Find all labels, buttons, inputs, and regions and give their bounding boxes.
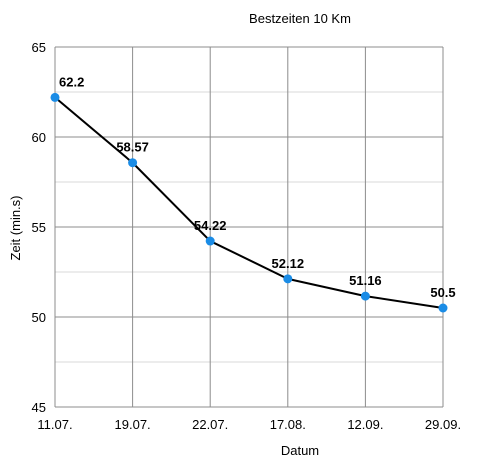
data-point — [360, 291, 370, 301]
x-tick-label: 19.07. — [115, 417, 151, 432]
x-tick-label: 11.07. — [37, 417, 72, 432]
data-label: 52.12 — [272, 256, 305, 271]
data-point — [438, 303, 448, 313]
data-label: 62.2 — [59, 74, 84, 89]
y-axis-title: Zeit (min.s) — [8, 196, 23, 261]
data-label: 58.57 — [116, 140, 149, 155]
x-tick-label: 12.09. — [347, 417, 383, 432]
x-axis-title: Datum — [281, 443, 319, 458]
data-point — [128, 158, 138, 168]
data-labels: 62.2 58.57 54.22 52.12 51.16 50.5 — [59, 74, 456, 300]
data-point — [205, 236, 215, 246]
data-label: 54.22 — [194, 218, 227, 233]
x-tick-label: 17.08. — [270, 417, 306, 432]
data-points — [50, 92, 448, 313]
data-label: 50.5 — [430, 285, 455, 300]
y-tick-label: 65 — [32, 40, 46, 55]
chart-title: Bestzeiten 10 Km — [249, 11, 351, 26]
data-point — [50, 92, 60, 102]
y-tick-label: 60 — [32, 130, 46, 145]
data-label: 51.16 — [349, 273, 382, 288]
x-tick-label: 22.07. — [192, 417, 228, 432]
y-tick-label: 50 — [32, 310, 46, 325]
y-tick-label: 55 — [32, 220, 46, 235]
grid-lines — [54, 46, 444, 408]
y-tick-label: 45 — [32, 400, 46, 415]
x-tick-label: 29.09. — [425, 417, 461, 432]
series-line — [54, 96, 444, 309]
data-point — [283, 274, 293, 284]
series-line-layer — [54, 96, 444, 309]
axes: 45 50 55 60 65 11.07. 19.07. 22.07. 17.08. 12.09.… — [32, 40, 462, 432]
